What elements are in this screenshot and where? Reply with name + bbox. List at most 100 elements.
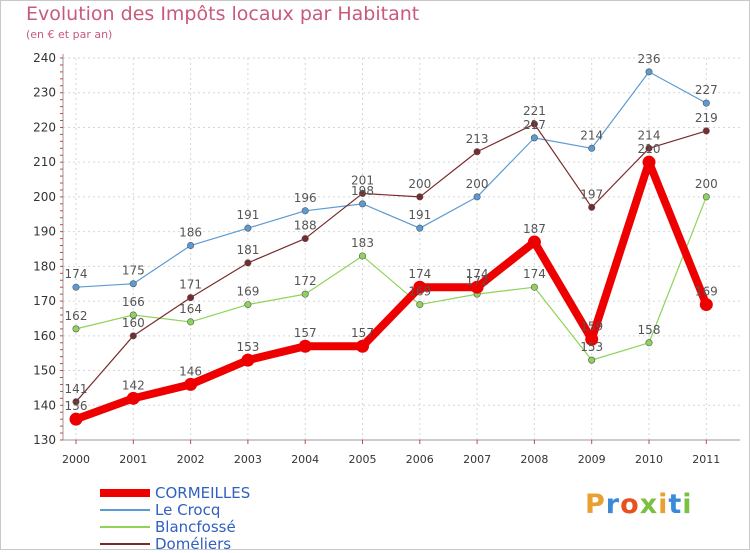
data-label: 157 bbox=[294, 326, 317, 340]
data-point bbox=[301, 235, 309, 243]
data-label: 201 bbox=[351, 173, 374, 187]
data-point bbox=[473, 148, 481, 156]
data-point bbox=[416, 193, 424, 201]
data-label: 174 bbox=[523, 267, 546, 281]
x-tick-label: 2008 bbox=[520, 453, 548, 466]
data-point bbox=[358, 189, 366, 197]
data-label: 153 bbox=[236, 340, 259, 354]
data-label: 146 bbox=[179, 364, 202, 378]
data-label: 214 bbox=[580, 128, 603, 142]
data-label: 160 bbox=[122, 316, 145, 330]
data-point bbox=[72, 398, 80, 406]
data-label: 219 bbox=[695, 111, 718, 125]
data-label: 217 bbox=[523, 118, 546, 132]
data-label: 174 bbox=[65, 267, 88, 281]
x-tick-label: 2011 bbox=[692, 453, 720, 466]
data-label: 141 bbox=[65, 382, 88, 396]
data-point bbox=[645, 68, 653, 76]
legend-swatch bbox=[100, 509, 150, 511]
data-label: 174 bbox=[408, 267, 431, 281]
x-tick-label: 2002 bbox=[177, 453, 205, 466]
x-tick-label: 2005 bbox=[349, 453, 377, 466]
data-label: 191 bbox=[408, 208, 431, 222]
logo-letter: o bbox=[620, 489, 640, 520]
data-point bbox=[356, 339, 369, 353]
data-point bbox=[72, 325, 80, 333]
data-point bbox=[129, 311, 137, 319]
data-point bbox=[473, 193, 481, 201]
data-point bbox=[702, 99, 710, 107]
data-point bbox=[244, 259, 252, 267]
logo-letter: r bbox=[605, 489, 621, 520]
data-point bbox=[358, 252, 366, 260]
data-point bbox=[702, 193, 710, 201]
data-label: 188 bbox=[294, 219, 317, 233]
data-label: 153 bbox=[580, 340, 603, 354]
data-label: 174 bbox=[466, 267, 489, 281]
data-point bbox=[413, 280, 427, 294]
data-point bbox=[187, 242, 195, 250]
data-label: 197 bbox=[580, 187, 603, 201]
data-point bbox=[301, 207, 309, 215]
data-point bbox=[588, 203, 596, 211]
data-label: 214 bbox=[638, 128, 661, 142]
data-point bbox=[72, 283, 80, 291]
chart-subtitle: (en € et par an) bbox=[26, 28, 113, 41]
data-point bbox=[187, 318, 195, 326]
data-point bbox=[129, 332, 137, 340]
data-point bbox=[129, 280, 137, 288]
data-point bbox=[187, 294, 195, 302]
data-point bbox=[588, 144, 596, 152]
data-point bbox=[416, 224, 424, 232]
data-label: 221 bbox=[523, 104, 546, 118]
data-point bbox=[527, 235, 541, 249]
data-point bbox=[244, 301, 252, 309]
legend-swatch bbox=[100, 526, 150, 528]
data-label: 186 bbox=[179, 226, 202, 240]
y-tick-label: 150 bbox=[33, 364, 56, 378]
legend-label: Blancfossé bbox=[155, 518, 236, 536]
data-label: 196 bbox=[294, 191, 317, 205]
data-point bbox=[470, 280, 484, 294]
data-label: 213 bbox=[466, 132, 489, 146]
x-tick-label: 2007 bbox=[463, 453, 491, 466]
x-tick-label: 2006 bbox=[406, 453, 434, 466]
data-point bbox=[585, 332, 599, 346]
data-label: 200 bbox=[408, 177, 431, 191]
data-label: 142 bbox=[122, 378, 145, 392]
data-label: 157 bbox=[351, 326, 374, 340]
logo-letter: P bbox=[585, 489, 606, 520]
data-point bbox=[530, 120, 538, 128]
y-tick-label: 180 bbox=[33, 259, 56, 273]
data-label: 171 bbox=[179, 278, 202, 292]
logo-letter: t bbox=[668, 489, 683, 520]
legend-swatch bbox=[100, 543, 150, 545]
y-tick-label: 140 bbox=[33, 398, 56, 412]
series-line-cormeilles bbox=[72, 158, 711, 424]
legend-label: CORMEILLES bbox=[155, 484, 251, 502]
data-point bbox=[184, 377, 198, 391]
data-label: 172 bbox=[466, 274, 489, 288]
data-point bbox=[244, 224, 252, 232]
y-tick-label: 200 bbox=[33, 190, 56, 204]
x-tick-label: 2004 bbox=[291, 453, 319, 466]
data-point bbox=[358, 200, 366, 208]
y-tick-label: 190 bbox=[33, 225, 56, 239]
logo-letter: i bbox=[682, 489, 693, 520]
data-label: 187 bbox=[523, 222, 546, 236]
data-point bbox=[126, 391, 140, 405]
data-label: 169 bbox=[695, 285, 718, 299]
data-point bbox=[416, 301, 424, 309]
data-point bbox=[699, 298, 713, 312]
x-tick-label: 2009 bbox=[578, 453, 606, 466]
data-label: 169 bbox=[408, 285, 431, 299]
data-label: 198 bbox=[351, 184, 374, 198]
data-point bbox=[241, 353, 255, 367]
data-label: 136 bbox=[65, 399, 88, 413]
data-point bbox=[588, 356, 596, 364]
chart-title: Evolution des Impôts locaux par Habitant bbox=[26, 3, 420, 25]
y-tick-label: 210 bbox=[33, 155, 56, 169]
x-tick-label: 2003 bbox=[234, 453, 262, 466]
